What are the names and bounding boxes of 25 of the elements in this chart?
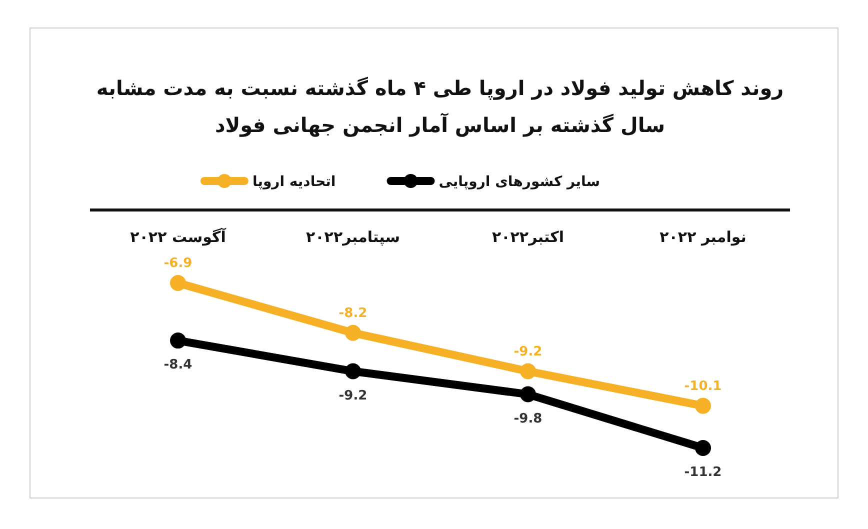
point [170,332,186,349]
legend-item: اتحادیه اروپا [200,174,336,190]
x-tick-label: نوامبر ۲۰۲۲ [660,228,746,246]
point [170,275,186,291]
x-tick-label: اکتبر۲۰۲۲ [492,228,564,246]
data-label: -10.1 [684,378,722,394]
point [345,324,361,341]
legend-label: سایر کشورهای اروپایی [438,174,600,190]
data-label: -6.9 [164,256,192,271]
x-tick-label: سپتامبر۲۰۲۲ [306,228,400,246]
chart-title: روند کاهش تولید فولاد در اروپا طی ۴ ماه گذشته نسبت به مدت مشابه سال گذشته بر اساس آمار انجمن جهانی فولاد [96,76,784,137]
data-label: -9.8 [514,411,542,426]
data-label: -8.2 [338,306,368,321]
point [345,363,361,380]
data-label: -9.2 [514,344,542,360]
data-label: -11.2 [684,465,722,480]
point [695,440,711,456]
x-tick-label: آگوست ۲۰۲۲ [130,227,227,246]
point [520,386,536,402]
data-label: -9.2 [338,388,368,404]
legend-item: سایر کشورهای اروپایی [386,174,600,190]
point [695,398,711,414]
point [520,363,536,380]
legend-label: اتحادیه اروپا [252,174,336,190]
data-label: -8.4 [164,358,192,373]
